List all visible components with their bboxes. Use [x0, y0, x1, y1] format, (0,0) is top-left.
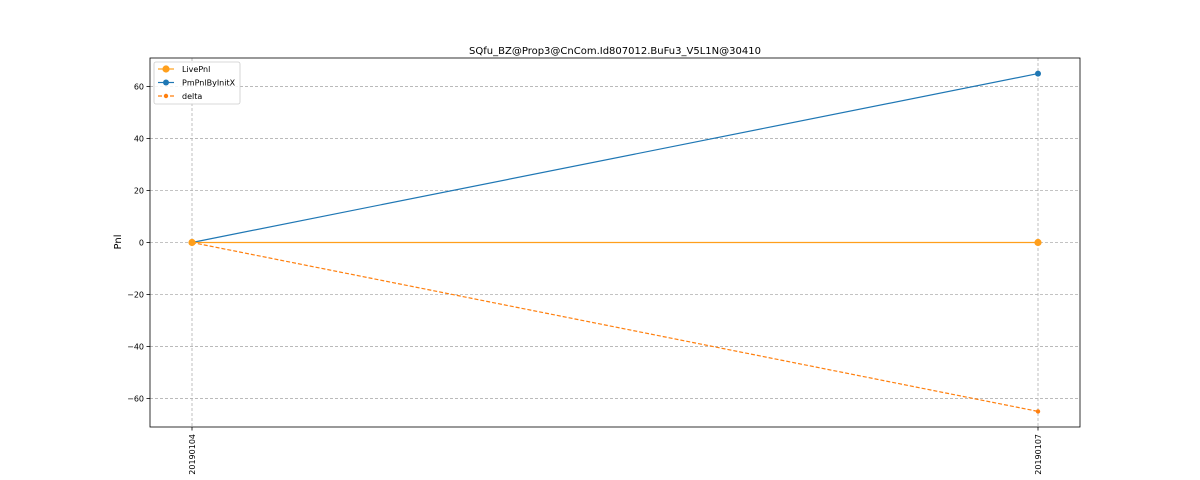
- y-tick-label: −60: [127, 394, 144, 403]
- chart-title: SQfu_BZ@Prop3@CnCom.Id807012.BuFu3_V5L1N…: [469, 46, 761, 57]
- point-livepnl-1: [1034, 238, 1042, 247]
- y-axis: 60 40 20 0 −20 −40 −60: [127, 83, 150, 403]
- x-tick-label: 20190107: [1034, 434, 1043, 475]
- y-tick-label: −20: [127, 290, 144, 299]
- y-tick-label: −40: [127, 342, 144, 351]
- y-tick-label: 0: [139, 239, 144, 248]
- legend: LivePnl PmPnlByInitX delta: [153, 61, 241, 105]
- series-layer: [188, 70, 1042, 414]
- point-livepnl-0: [188, 238, 196, 247]
- legend-swatch-marker-pmpnlbyinitx: [163, 79, 169, 86]
- legend-swatch-marker-delta: [163, 93, 169, 99]
- y-axis-label: Pnl: [113, 235, 124, 250]
- series-line-delta: [191, 241, 1039, 412]
- point-pmpnlbyinitx-1: [1035, 70, 1041, 77]
- legend-label-pmpnlbyinitx: PmPnlByInitX: [182, 79, 236, 88]
- legend-label-delta: delta: [182, 92, 202, 101]
- x-tick-label: 20190104: [188, 434, 197, 475]
- y-tick-label: 40: [134, 135, 144, 144]
- legend-box: [153, 61, 241, 105]
- y-tick-label: 60: [134, 83, 144, 92]
- y-tick-label: 20: [134, 187, 144, 196]
- legend-label-livepnl: LivePnl: [182, 65, 210, 74]
- point-delta-1: [1035, 409, 1041, 414]
- legend-swatch-marker-livepnl: [162, 65, 170, 73]
- x-axis: 20190104 20190107: [188, 427, 1043, 475]
- series-line-pmpnlbyinitx: [191, 73, 1039, 244]
